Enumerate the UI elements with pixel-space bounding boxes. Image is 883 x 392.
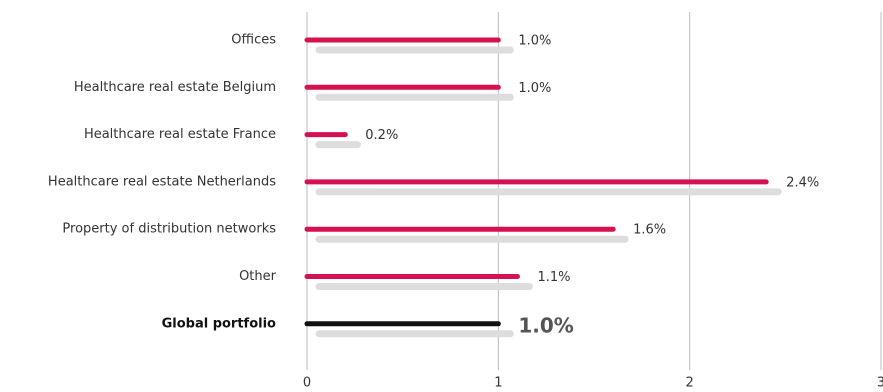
category-label: Healthcare real estate France [84,127,276,142]
value-label: 1.0% [518,34,551,49]
category-label: Property of distribution networks [62,222,276,237]
category-label: Global portfolio [162,316,276,331]
value-label: 1.1% [537,270,570,285]
x-tick-label: 2 [686,376,694,391]
value-label: 1.0% [518,313,573,337]
category-label: Healthcare real estate Netherlands [48,174,276,189]
category-label: Other [239,269,277,284]
x-tick-label: 3 [877,376,883,391]
category-label: Healthcare real estate Belgium [74,80,276,95]
x-tick-label: 1 [494,376,502,391]
value-label: 2.4% [786,175,819,190]
x-tick-label: 0 [303,376,311,391]
value-label: 1.6% [633,223,666,238]
value-label: 1.0% [518,81,551,96]
category-label: Offices [231,33,276,48]
value-label: 0.2% [365,128,398,143]
